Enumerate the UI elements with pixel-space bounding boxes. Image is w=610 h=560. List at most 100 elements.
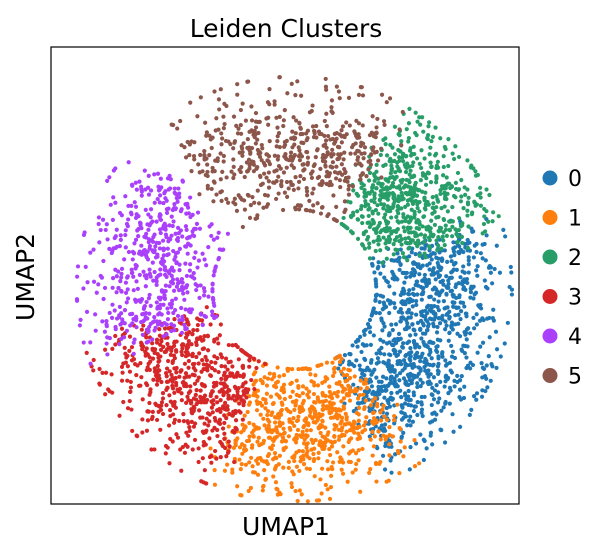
scatter-point xyxy=(460,300,466,305)
scatter-point xyxy=(320,434,325,439)
scatter-point xyxy=(429,218,434,223)
scatter-point xyxy=(204,130,209,135)
scatter-point xyxy=(395,359,400,364)
scatter-point xyxy=(479,394,485,399)
scatter-point xyxy=(217,333,222,338)
scatter-point xyxy=(384,208,389,213)
scatter-point xyxy=(466,255,471,260)
scatter-point xyxy=(347,398,353,403)
scatter-point xyxy=(251,428,256,433)
scatter-point xyxy=(409,199,415,204)
scatter-point xyxy=(211,398,216,403)
scatter-point xyxy=(461,286,466,292)
scatter-point xyxy=(360,171,365,176)
scatter-point xyxy=(329,464,334,470)
scatter-point xyxy=(360,368,365,374)
scatter-point xyxy=(277,75,282,80)
scatter-point xyxy=(363,381,369,386)
scatter-point xyxy=(490,281,495,286)
scatter-point xyxy=(254,365,259,371)
scatter-point xyxy=(459,309,464,314)
scatter-point xyxy=(157,404,162,409)
scatter-point xyxy=(436,235,441,240)
scatter-point xyxy=(365,322,371,327)
scatter-point xyxy=(301,462,307,467)
scatter-point xyxy=(254,408,260,413)
scatter-point xyxy=(406,291,411,296)
scatter-point xyxy=(96,221,101,227)
scatter-point xyxy=(133,204,139,209)
scatter-point xyxy=(139,187,144,192)
scatter-point xyxy=(127,334,133,339)
scatter-point xyxy=(193,368,198,373)
scatter-point xyxy=(154,300,159,305)
scatter-point xyxy=(390,434,396,439)
scatter-point xyxy=(325,213,330,219)
scatter-point xyxy=(178,118,183,124)
scatter-point xyxy=(360,446,365,452)
scatter-point xyxy=(240,417,245,422)
scatter-point xyxy=(284,407,289,412)
scatter-point xyxy=(324,360,330,365)
scatter-point xyxy=(424,358,429,363)
scatter-point xyxy=(451,246,456,251)
scatter-point xyxy=(305,454,310,459)
scatter-point xyxy=(327,171,332,176)
scatter-point xyxy=(355,344,360,349)
scatter-point xyxy=(157,246,162,251)
scatter-point xyxy=(266,170,271,175)
scatter-point xyxy=(355,155,361,160)
scatter-point xyxy=(243,424,248,429)
scatter-point xyxy=(311,203,316,208)
scatter-point xyxy=(410,322,415,327)
scatter-point xyxy=(427,238,432,243)
scatter-point xyxy=(358,177,363,182)
scatter-point xyxy=(254,425,259,430)
scatter-point xyxy=(489,362,494,367)
scatter-point xyxy=(171,403,176,408)
scatter-point xyxy=(388,142,393,147)
scatter-point xyxy=(139,243,144,248)
scatter-point xyxy=(127,398,132,404)
scatter-point xyxy=(342,150,347,155)
legend-label-1: 1 xyxy=(568,207,582,232)
scatter-point xyxy=(466,326,471,331)
scatter-point xyxy=(170,223,175,229)
scatter-point xyxy=(379,318,384,323)
scatter-point xyxy=(167,423,172,428)
scatter-point xyxy=(330,147,335,153)
scatter-point xyxy=(362,246,367,251)
scatter-point xyxy=(317,131,322,136)
scatter-point xyxy=(369,152,374,157)
scatter-point xyxy=(201,443,206,448)
scatter-point xyxy=(471,296,476,301)
scatter-point xyxy=(134,187,139,192)
scatter-point xyxy=(282,430,287,435)
scatter-point xyxy=(195,265,200,270)
scatter-point xyxy=(161,200,166,206)
scatter-point xyxy=(412,268,417,273)
scatter-point xyxy=(405,297,410,302)
scatter-point xyxy=(203,172,208,178)
scatter-point xyxy=(422,246,427,251)
scatter-point xyxy=(226,396,231,401)
scatter-point xyxy=(356,405,362,411)
scatter-point xyxy=(119,364,125,369)
scatter-point xyxy=(270,410,275,415)
scatter-point xyxy=(286,465,291,470)
scatter-point xyxy=(435,270,440,275)
scatter-point xyxy=(486,219,491,224)
scatter-point xyxy=(204,305,209,310)
scatter-point xyxy=(388,171,393,176)
scatter-point xyxy=(334,84,339,89)
scatter-point xyxy=(406,398,412,403)
scatter-point xyxy=(337,170,342,175)
scatter-point xyxy=(372,367,377,372)
scatter-point xyxy=(170,281,176,286)
scatter-point xyxy=(432,388,438,393)
scatter-point xyxy=(287,417,292,422)
scatter-point xyxy=(104,222,109,227)
scatter-point xyxy=(150,260,155,265)
scatter-point xyxy=(377,198,382,203)
scatter-point xyxy=(218,455,223,460)
